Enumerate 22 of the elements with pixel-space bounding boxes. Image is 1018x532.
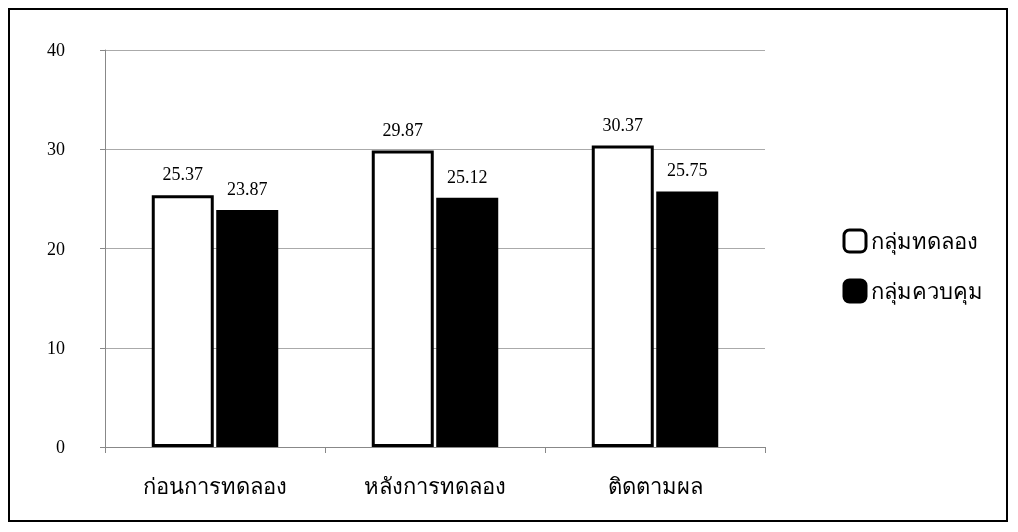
y-tick-label: 30 bbox=[47, 139, 65, 160]
x-tick-label: ติดตามผล bbox=[607, 473, 703, 499]
data-label: 25.75 bbox=[666, 160, 708, 181]
data-label: 29.87 bbox=[382, 119, 424, 140]
bar bbox=[656, 191, 719, 447]
data-label: 25.12 bbox=[446, 166, 488, 187]
legend-label: กลุ่มควบคุม bbox=[871, 278, 983, 305]
x-tick-label: หลังการทดลอง bbox=[364, 473, 506, 499]
bar bbox=[591, 145, 654, 447]
y-tick-label: 20 bbox=[47, 238, 65, 259]
bar bbox=[436, 197, 499, 447]
y-tick-label: 40 bbox=[47, 40, 65, 60]
y-tick-label: 0 bbox=[56, 437, 65, 457]
bar bbox=[371, 150, 434, 447]
y-tick-label: 10 bbox=[47, 337, 65, 358]
x-tick-label: ก่อนการทดลอง bbox=[143, 473, 287, 499]
data-label: 25.37 bbox=[162, 164, 204, 185]
bar bbox=[216, 210, 279, 447]
data-label: 30.37 bbox=[602, 114, 644, 135]
bar bbox=[151, 195, 214, 447]
legend-label: กลุ่มทดลอง bbox=[871, 228, 978, 255]
data-label: 23.87 bbox=[226, 179, 268, 200]
